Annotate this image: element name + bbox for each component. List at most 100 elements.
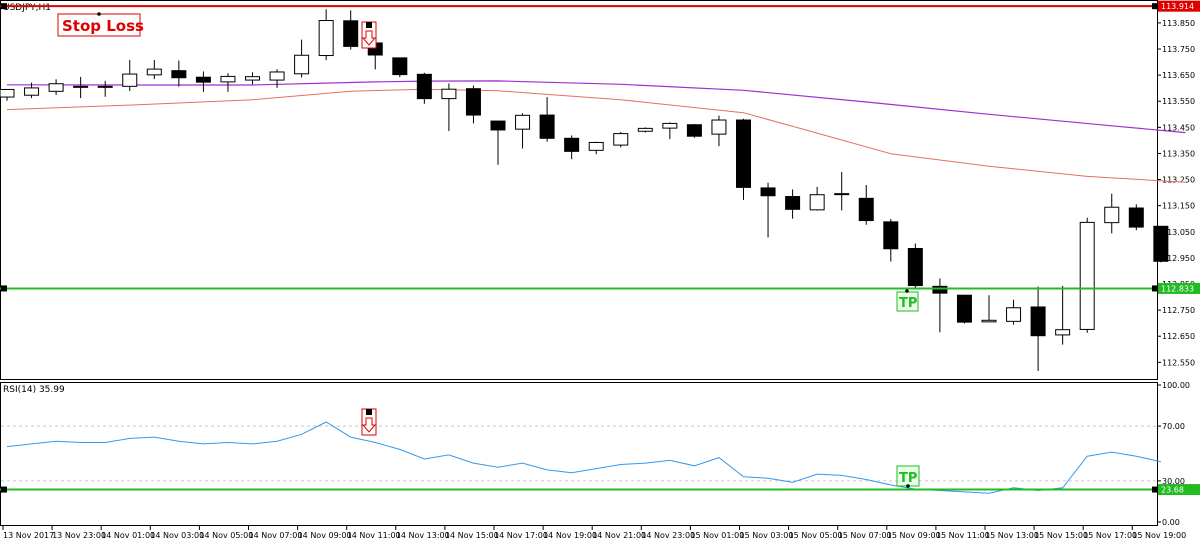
time-tick-label: 14 Nov 11:00 xyxy=(347,531,401,540)
bear-candle xyxy=(171,70,187,79)
rsi-take-profit-value-tag xyxy=(1158,484,1200,496)
time-tick-label: 14 Nov 05:00 xyxy=(199,531,253,540)
price-axis[interactable]: 113.850 113.750 113.650 113.550 113.450 113.3… xyxy=(1157,19,1195,367)
bull-candle xyxy=(809,194,825,211)
price-tick-label: 112.650 xyxy=(1162,332,1195,341)
bear-candle xyxy=(1030,306,1046,337)
rsi-tick-label: 0.00 xyxy=(1162,518,1180,527)
rsi-take-profit-handle-left[interactable] xyxy=(1,486,7,493)
take-profit-handle-left[interactable] xyxy=(1,285,7,292)
time-tick-label: 14 Nov 01:00 xyxy=(101,531,155,540)
bear-candle xyxy=(883,221,899,250)
rsi-tick-label: 70.00 xyxy=(1162,422,1185,431)
bear-candle xyxy=(686,124,702,137)
stop-loss-label: Stop Loss xyxy=(62,17,144,35)
take-profit-price-text: 112.833 xyxy=(1161,284,1194,293)
bull-candle xyxy=(1079,221,1095,330)
sell-arrow-icon[interactable] xyxy=(361,21,377,49)
bear-candle xyxy=(858,197,874,222)
bull-candle xyxy=(981,319,997,323)
bull-candle xyxy=(73,85,89,88)
bull-candle xyxy=(146,68,162,76)
bear-candle xyxy=(932,285,948,294)
bear-candle xyxy=(539,114,555,139)
rsi-panel-frame xyxy=(0,382,1158,526)
bull-candle xyxy=(294,54,310,75)
price-tick-label: 113.450 xyxy=(1162,123,1195,132)
rsi-tick-label: 100.00 xyxy=(1162,381,1190,390)
bull-candle xyxy=(515,114,531,130)
rsi-take-profit-label: TP xyxy=(899,471,917,486)
rsi-line xyxy=(6,421,1162,494)
price-tick-label: 113.750 xyxy=(1162,45,1195,54)
time-tick-label: 14 Nov 23:00 xyxy=(641,531,695,540)
price-tick-label: 113.050 xyxy=(1162,228,1195,237)
bull-candle xyxy=(441,88,457,100)
bear-candle xyxy=(785,196,801,210)
time-tick-label: 15 Nov 17:00 xyxy=(1083,531,1137,540)
time-tick-label: 15 Nov 11:00 xyxy=(936,531,990,540)
time-tick-label: 15 Nov 05:00 xyxy=(789,531,843,540)
bear-candle xyxy=(956,294,972,323)
price-tick-label: 112.550 xyxy=(1162,358,1195,367)
stop-loss-price-text: 113.914 xyxy=(1161,2,1194,11)
bear-candle xyxy=(1128,207,1144,228)
rsi-title: RSI(14) 35.99 xyxy=(3,385,65,395)
stop-loss-price-tag xyxy=(1158,0,1200,12)
bull-candle xyxy=(0,88,15,98)
rsi-series xyxy=(6,421,1162,494)
bear-candle xyxy=(343,20,359,47)
take-profit-line[interactable]: 112.833 xyxy=(0,282,1200,294)
rsi-tick-label: 30.00 xyxy=(1162,477,1185,486)
stop-loss-handle-left[interactable] xyxy=(1,3,7,10)
price-tick-label: 112.950 xyxy=(1162,254,1195,263)
bear-candle xyxy=(465,88,481,116)
bull-candle xyxy=(269,71,285,81)
stop-loss-label-box[interactable]: Stop Loss xyxy=(57,12,144,37)
rsi-take-profit-label-box[interactable]: TP xyxy=(896,465,920,488)
time-tick-label: 14 Nov 13:00 xyxy=(396,531,450,540)
time-tick-label: 13 Nov 23:00 xyxy=(52,531,106,540)
take-profit-label-box[interactable]: TP xyxy=(896,289,919,312)
moving-averages xyxy=(6,80,1186,183)
time-tick-label: 14 Nov 17:00 xyxy=(494,531,548,540)
time-tick-label: 14 Nov 03:00 xyxy=(150,531,204,540)
time-tick-label: 15 Nov 19:00 xyxy=(1132,531,1186,540)
price-tick-label: 113.150 xyxy=(1162,202,1195,211)
bull-candle xyxy=(834,193,850,196)
bull-candle xyxy=(48,83,64,92)
fast-moving-average-line xyxy=(6,88,1186,183)
stop-loss-handle-right[interactable] xyxy=(1152,3,1158,10)
bull-candle xyxy=(613,133,629,146)
bull-candle xyxy=(1055,329,1071,336)
rsi-take-profit-handle-right[interactable] xyxy=(1152,486,1158,493)
bear-candle xyxy=(907,247,923,287)
bear-candle xyxy=(736,119,751,188)
time-tick-label: 14 Nov 15:00 xyxy=(445,531,499,540)
price-tick-label: 113.550 xyxy=(1162,97,1195,106)
price-panel-frame xyxy=(0,0,1158,380)
time-tick-label: 15 Nov 09:00 xyxy=(887,531,941,540)
time-tick-label: 14 Nov 19:00 xyxy=(543,531,597,540)
bear-candle xyxy=(392,57,408,76)
bear-candle xyxy=(195,76,211,83)
price-tick-label: 113.850 xyxy=(1162,19,1195,28)
bull-candle xyxy=(711,119,727,135)
bull-candle xyxy=(1104,206,1120,224)
take-profit-price-tag xyxy=(1158,282,1200,294)
rsi-axis[interactable]: 100.00 70.00 30.00 0.00 xyxy=(1,381,1190,527)
bear-candle xyxy=(490,120,506,131)
bear-candle xyxy=(760,187,776,197)
time-tick-label: 15 Nov 15:00 xyxy=(1034,531,1088,540)
rsi-sell-arrow-icon[interactable] xyxy=(361,408,377,436)
time-tick-label: 14 Nov 21:00 xyxy=(592,531,646,540)
bull-candle xyxy=(588,141,604,151)
take-profit-handle-right[interactable] xyxy=(1152,285,1158,292)
symbol-title: USDJPY,H1 xyxy=(3,3,51,13)
rsi-take-profit-line[interactable]: 23.68 xyxy=(0,484,1200,496)
stop-loss-line[interactable]: 113.914 xyxy=(0,0,1200,12)
price-tick-label: 113.250 xyxy=(1162,176,1195,185)
